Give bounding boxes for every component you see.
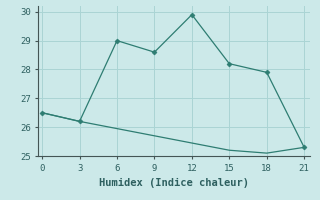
X-axis label: Humidex (Indice chaleur): Humidex (Indice chaleur) — [100, 178, 249, 188]
